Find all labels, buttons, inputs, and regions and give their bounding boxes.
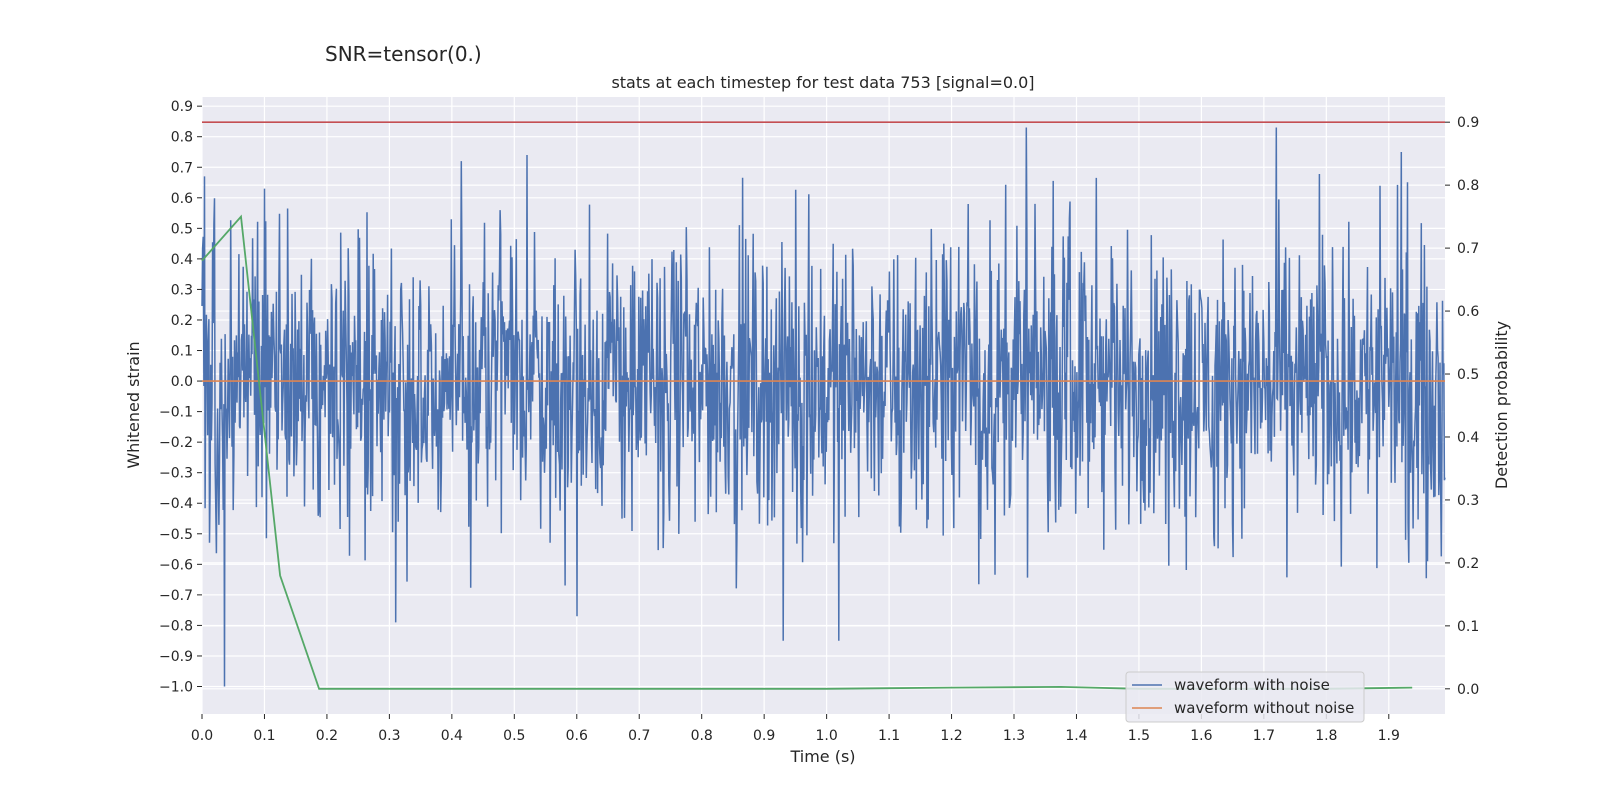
x-tick-label: 0.0 xyxy=(191,728,213,744)
legend-box xyxy=(1125,671,1365,723)
y-tick-label: −0.5 xyxy=(159,527,193,543)
y-tick-label: 0.4 xyxy=(171,252,193,268)
x-tick-label: 0.4 xyxy=(441,728,463,744)
y2-tick-label: 0.3 xyxy=(1457,493,1479,509)
x-tick-label: 1.6 xyxy=(1190,728,1212,744)
x-tick-label: 1.7 xyxy=(1253,728,1275,744)
chart-title: stats at each timestep for test data 753… xyxy=(611,73,1034,92)
x-tick-label: 1.3 xyxy=(1003,728,1025,744)
y-tick-label: −0.3 xyxy=(159,466,193,482)
y-tick-label: −1.0 xyxy=(159,680,193,696)
y-tick-label: 0.2 xyxy=(171,313,193,329)
y2-tick-label: 0.7 xyxy=(1457,241,1479,257)
x-tick-label: 0.7 xyxy=(628,728,650,744)
x-tick-label: 0.5 xyxy=(503,728,525,744)
y-tick-label: −0.7 xyxy=(159,588,193,604)
x-tick-label: 0.6 xyxy=(566,728,588,744)
y2-tick-label: 0.0 xyxy=(1457,682,1479,698)
y2-tick-label: 0.2 xyxy=(1457,556,1479,572)
x-tick-labels: 0.0 0.1 0.2 0.3 0.4 0.5 0.6 0.7 0.8 0.9 1.0 1.1 1.2 1… xyxy=(191,714,1400,744)
y-tick-label: −0.9 xyxy=(159,649,193,665)
waveform-with-noise-line xyxy=(201,127,1446,687)
waveform-with-noise-layer xyxy=(201,127,1446,687)
x-tick-label: 0.8 xyxy=(691,728,713,744)
y-tick-label: 0.1 xyxy=(171,344,193,360)
y-tick-label: −0.1 xyxy=(159,405,193,421)
y-tick-label: 0.6 xyxy=(171,191,193,207)
y2-axis-label: Detection probability xyxy=(1492,321,1511,489)
y-tick-label: −0.8 xyxy=(159,618,193,634)
y2-tick-label: 0.5 xyxy=(1457,367,1479,383)
figure-suptitle: SNR=tensor(0.) xyxy=(325,42,482,66)
x-tick-label: 1.4 xyxy=(1065,728,1087,744)
y-tick-labels: 0.9 0.8 0.7 0.6 0.5 0.4 0.3 0.2 0.1 0.0 −0.1 −0.2 −0… xyxy=(159,99,202,696)
legend: waveform with noise waveform without noi… xyxy=(1125,671,1365,723)
x-tick-label: 0.1 xyxy=(253,728,275,744)
y2-tick-label: 0.4 xyxy=(1457,430,1479,446)
x-tick-label: 1.9 xyxy=(1378,728,1400,744)
y-tick-label: 0.7 xyxy=(171,160,193,176)
y-tick-label: 0.3 xyxy=(171,282,193,298)
x-tick-label: 1.5 xyxy=(1128,728,1150,744)
x-tick-label: 0.9 xyxy=(753,728,775,744)
y2-tick-label: 0.9 xyxy=(1457,115,1479,131)
y-tick-label: −0.6 xyxy=(159,557,193,573)
y2-tick-label: 0.6 xyxy=(1457,304,1479,320)
y2-tick-labels: 0.9 0.8 0.7 0.6 0.5 0.4 0.3 0.2 0.1 0.0 xyxy=(1445,115,1479,698)
x-axis-label: Time (s) xyxy=(789,747,855,766)
y-tick-label: 0.0 xyxy=(171,374,193,390)
legend-label-clean: waveform without noise xyxy=(1174,699,1354,717)
y-axis-label: Whitened strain xyxy=(124,341,143,468)
x-tick-label: 0.3 xyxy=(378,728,400,744)
y-tick-label: −0.2 xyxy=(159,435,193,451)
x-tick-label: 1.0 xyxy=(815,728,837,744)
x-tick-label: 1.2 xyxy=(940,728,962,744)
y2-tick-label: 0.8 xyxy=(1457,178,1479,194)
y-tick-label: 0.8 xyxy=(171,130,193,146)
y-tick-label: 0.5 xyxy=(171,221,193,237)
y-tick-label: 0.9 xyxy=(171,99,193,115)
x-tick-label: 0.2 xyxy=(316,728,338,744)
y2-tick-label: 0.1 xyxy=(1457,619,1479,635)
x-tick-label: 1.8 xyxy=(1315,728,1337,744)
legend-label-noise: waveform with noise xyxy=(1174,676,1330,694)
y-tick-label: −0.4 xyxy=(159,496,193,512)
x-tick-label: 1.1 xyxy=(878,728,900,744)
